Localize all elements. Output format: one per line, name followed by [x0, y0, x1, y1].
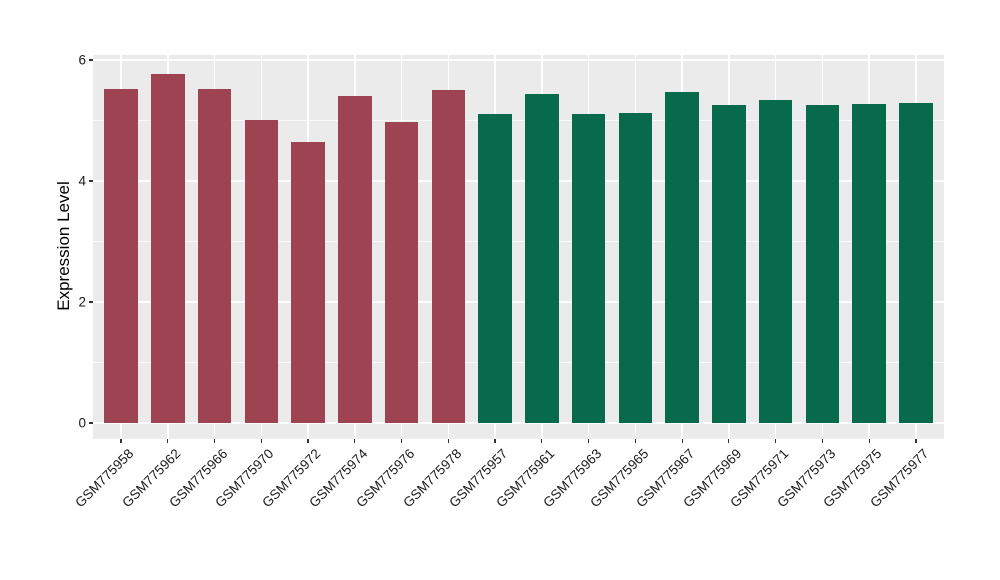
y-gridline: [93, 422, 944, 424]
y-minor-gridline: [93, 241, 944, 242]
x-tick-mark: [728, 439, 730, 443]
y-tick-mark: [89, 422, 93, 424]
bar-GSM775975: [852, 103, 886, 423]
x-tick-mark: [120, 439, 122, 443]
bar-GSM775963: [571, 114, 606, 423]
bar-GSM775972: [291, 142, 325, 423]
y-gridline: [93, 59, 944, 61]
bar-GSM775976: [384, 122, 419, 423]
bar-GSM775974: [338, 96, 372, 423]
bar-GSM775970: [244, 119, 279, 423]
y-tick-mark: [89, 59, 93, 61]
y-tick-label: 4: [78, 173, 86, 189]
plot-panel: [93, 55, 944, 439]
y-tick-label: 2: [78, 294, 86, 310]
x-tick-mark: [588, 439, 590, 443]
y-axis-title: Expression Level: [54, 181, 73, 311]
bar-GSM775977: [899, 102, 933, 423]
y-gridline: [93, 301, 944, 303]
y-tick-label: 6: [78, 52, 86, 68]
x-tick-mark: [447, 439, 449, 443]
x-tick-mark: [915, 439, 917, 443]
x-tick-mark: [400, 439, 403, 443]
bar-GSM775961: [525, 94, 559, 423]
y-tick-label: 0: [78, 415, 86, 431]
bar-GSM775973: [805, 105, 840, 423]
x-tick-mark: [681, 439, 683, 443]
x-tick-mark: [634, 439, 636, 443]
bar-GSM775971: [758, 99, 793, 423]
y-tick-mark: [89, 301, 93, 303]
bar-GSM775957: [478, 113, 512, 423]
x-tick-mark: [775, 439, 777, 443]
x-tick-mark: [213, 439, 216, 443]
bar-GSM775958: [104, 89, 138, 423]
x-tick-mark: [868, 439, 870, 443]
bar-GSM775962: [151, 73, 185, 423]
bar-GSM775969: [712, 104, 746, 423]
x-tick-mark: [307, 439, 309, 443]
y-minor-gridline: [93, 120, 944, 121]
bar-GSM775967: [665, 92, 699, 423]
x-tick-mark: [541, 439, 543, 443]
bar-GSM775965: [618, 113, 653, 423]
x-tick-mark: [494, 439, 496, 443]
bar-GSM775966: [197, 89, 232, 423]
x-tick-mark: [354, 439, 356, 443]
x-tick-mark: [821, 439, 823, 443]
bar-GSM775978: [431, 89, 466, 423]
y-minor-gridline: [93, 362, 944, 363]
y-gridline: [93, 180, 944, 182]
x-tick-mark: [260, 439, 262, 443]
y-tick-mark: [89, 180, 93, 182]
x-tick-mark: [167, 439, 169, 443]
